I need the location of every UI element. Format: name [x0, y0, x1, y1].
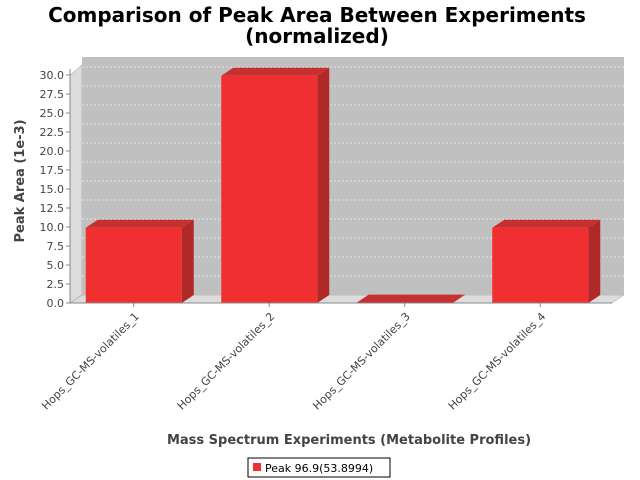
bar-front	[492, 227, 589, 303]
y-tick-label: 27.5	[40, 88, 65, 101]
y-tick-label: 12.5	[40, 202, 65, 215]
bar-top	[85, 219, 194, 228]
bar-side	[452, 294, 465, 303]
bar	[356, 294, 465, 303]
y-axis: 0.0 2.5 5.0 7.5 10.0 12.5 15.0 17.5 20.0 22.5 25.0…	[40, 69, 71, 310]
bar-side	[588, 219, 601, 303]
bar-side	[317, 67, 330, 303]
legend: Peak 96.9(53.8994)	[247, 457, 391, 478]
y-tick-label: 15.0	[40, 183, 65, 196]
legend-swatch	[253, 463, 261, 471]
x-tick-label: Hops_GC-MS-volatiles_3	[310, 310, 413, 413]
y-tick-label: 7.5	[47, 240, 65, 253]
y-tick-label: 20.0	[40, 145, 65, 158]
x-tick-label: Hops_GC-MS-volatiles_1	[39, 310, 142, 413]
legend-label: Peak 96.9(53.8994)	[265, 462, 373, 475]
y-tick-label: 25.0	[40, 107, 65, 120]
x-tick-label: Hops_GC-MS-volatiles_4	[446, 310, 549, 413]
y-tick-label: 5.0	[47, 259, 65, 272]
legend-box	[247, 457, 391, 478]
plot-left-wall	[69, 64, 83, 304]
bar-top	[356, 294, 465, 303]
bar-top	[492, 219, 601, 228]
y-tick-label: 22.5	[40, 126, 65, 139]
bar	[492, 219, 601, 303]
y-tick-label: 0.0	[47, 297, 65, 310]
chart-title-line-2: (normalized)	[245, 24, 389, 48]
bar	[221, 67, 330, 303]
y-axis-label: Peak Area (1e-3)	[13, 119, 28, 242]
bar-front	[85, 227, 182, 303]
y-tick-label: 30.0	[40, 69, 65, 82]
y-tick-label: 2.5	[47, 278, 65, 291]
chart-title-line-1: Comparison of Peak Area Between Experime…	[48, 3, 586, 27]
y-tick-label: 10.0	[40, 221, 65, 234]
y-tick-label: 17.5	[40, 164, 65, 177]
x-axis-label: Mass Spectrum Experiments (Metabolite Pr…	[167, 433, 531, 448]
x-tick-label: Hops_GC-MS-volatiles_2	[175, 310, 278, 413]
bar-side	[181, 219, 194, 303]
x-axis: Hops_GC-MS-volatiles_1 Hops_GC-MS-volatil…	[39, 302, 612, 413]
bar-top	[221, 67, 330, 76]
bar	[85, 219, 194, 303]
bar-front	[221, 75, 318, 303]
bars	[85, 67, 601, 303]
